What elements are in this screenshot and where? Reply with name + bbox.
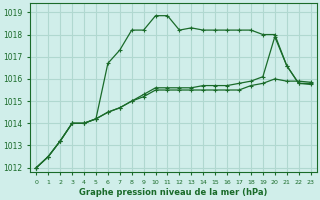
X-axis label: Graphe pression niveau de la mer (hPa): Graphe pression niveau de la mer (hPa) [79,188,268,197]
